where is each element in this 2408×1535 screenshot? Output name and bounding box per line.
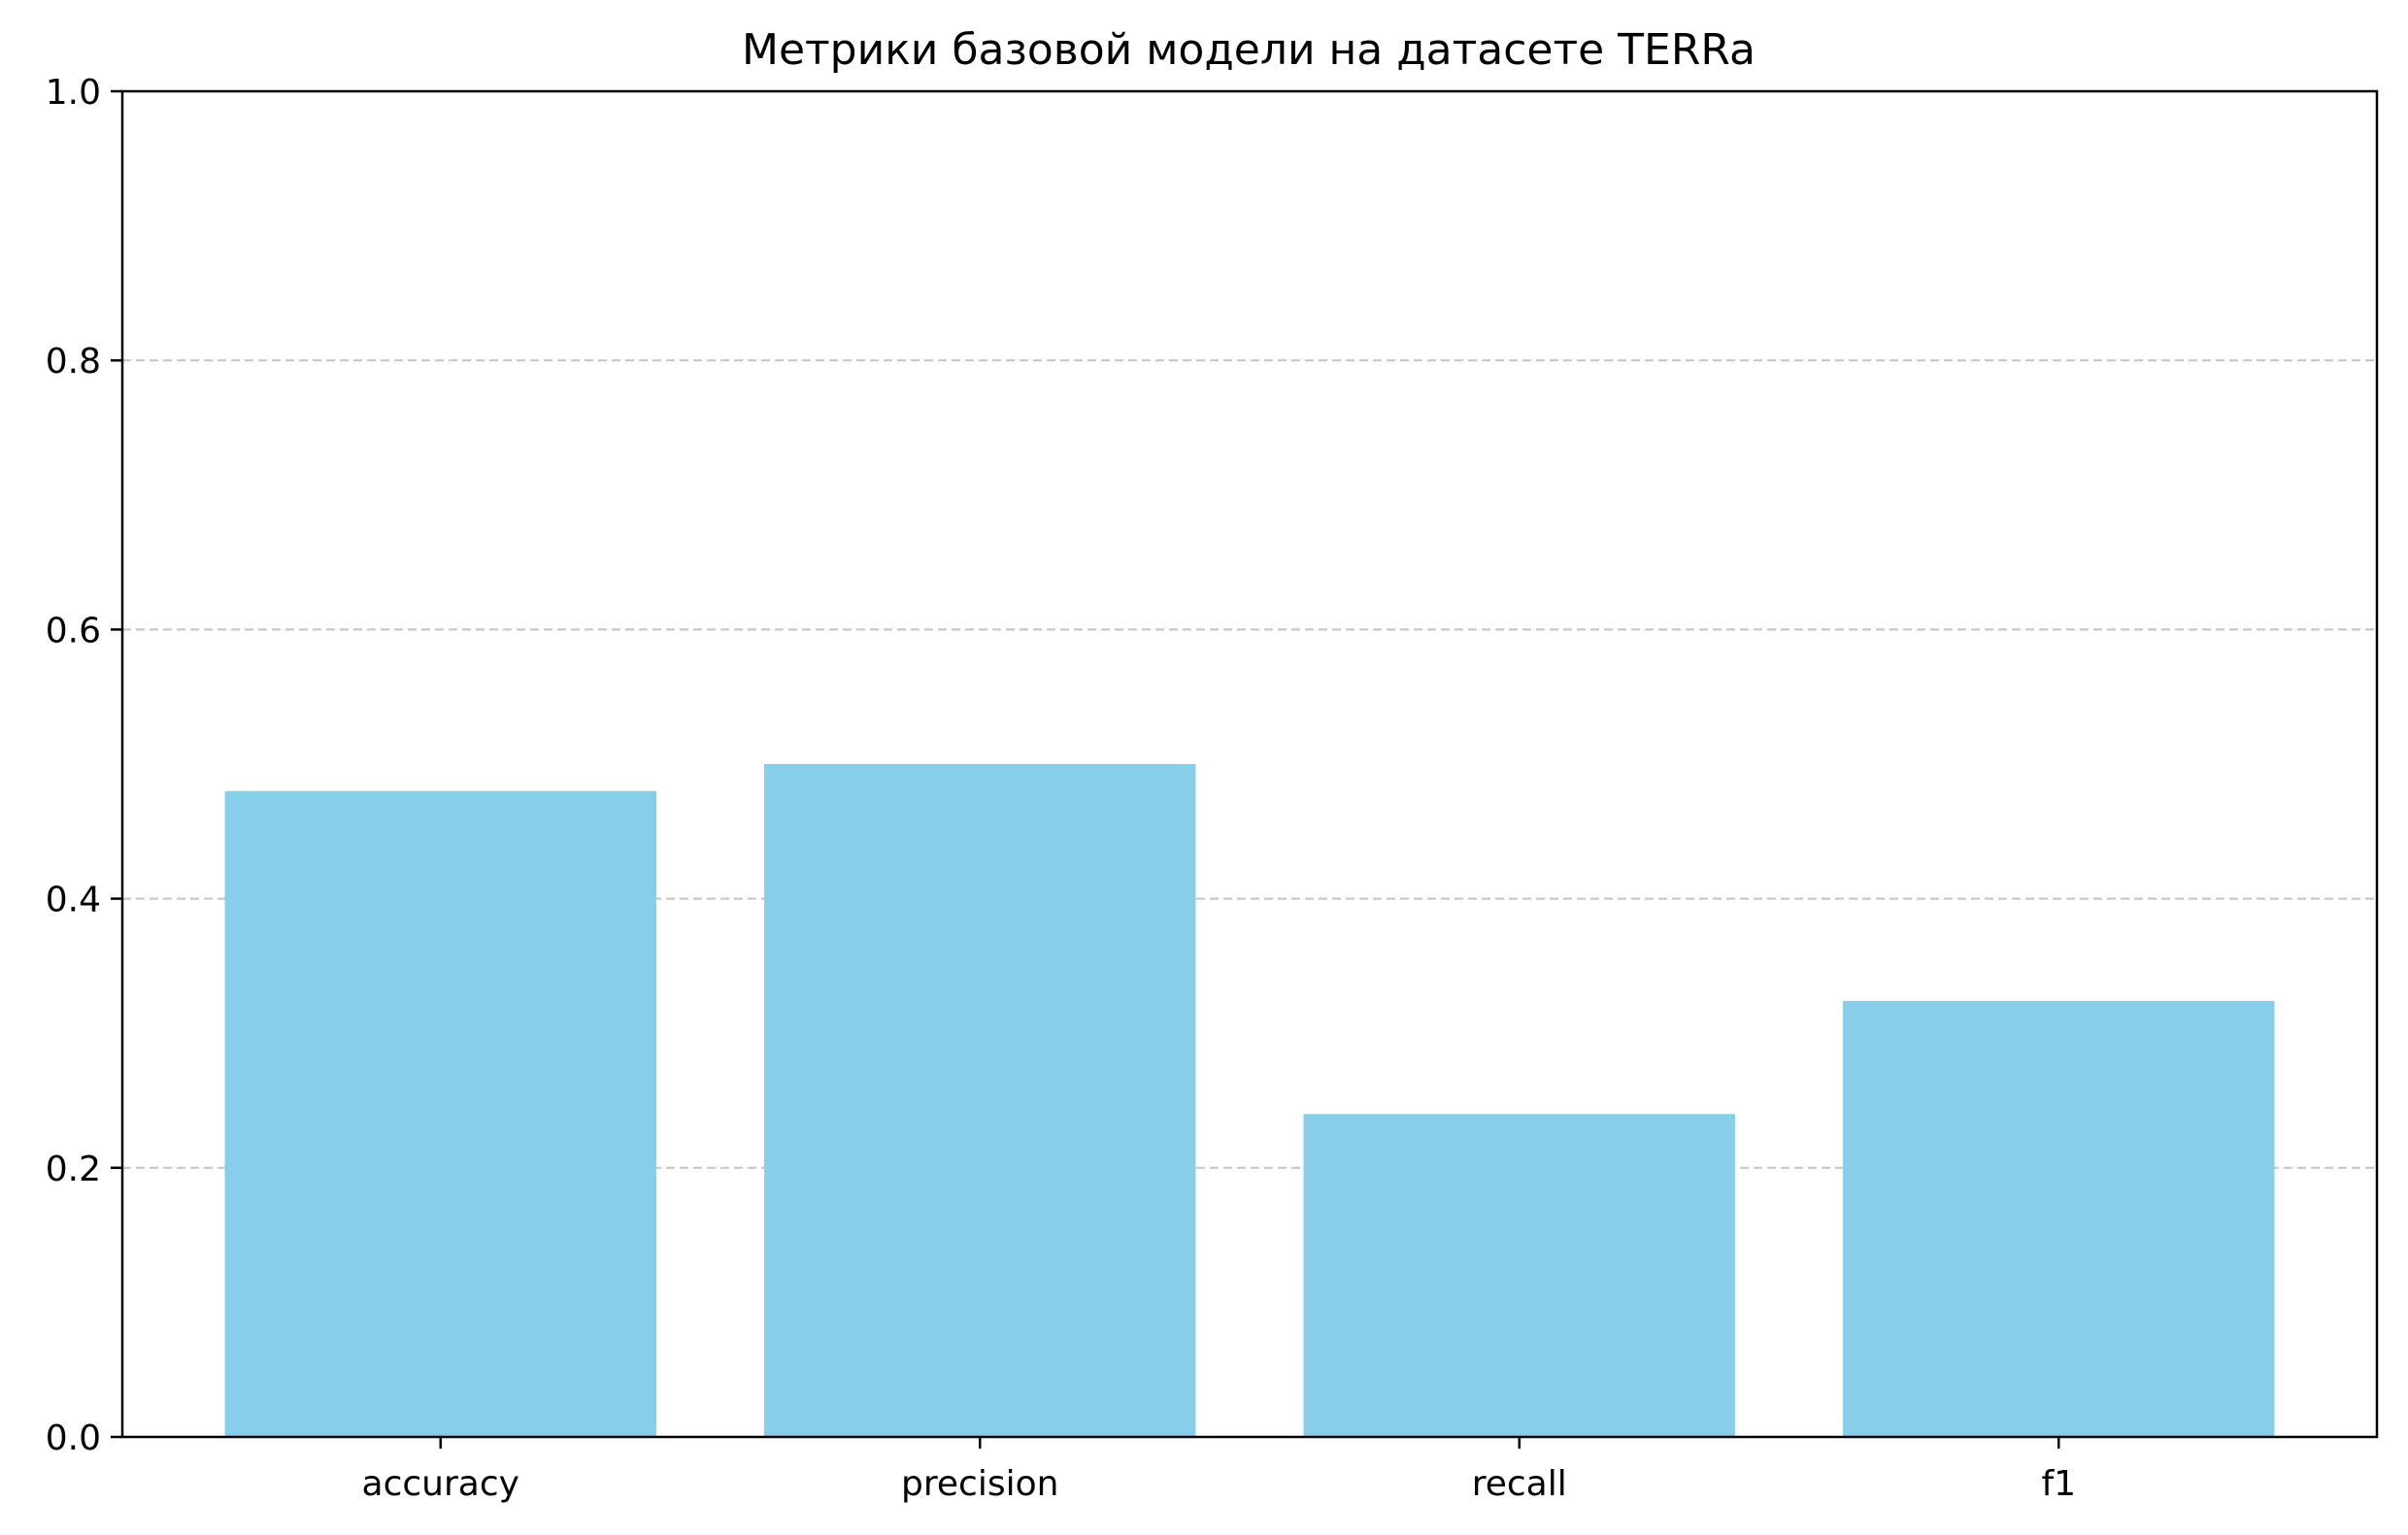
y-tick-label: 0.0 bbox=[46, 1418, 101, 1458]
bar-precision bbox=[764, 764, 1196, 1437]
y-tick-label: 0.6 bbox=[46, 611, 101, 651]
x-tick-label-precision: precision bbox=[901, 1464, 1058, 1504]
bar-recall bbox=[1303, 1114, 1735, 1437]
x-axis: accuracy precision recall f1 bbox=[362, 1437, 2076, 1504]
chart-title: Метрики базовой модели на датасете TERRa bbox=[742, 25, 1756, 75]
bar-accuracy bbox=[224, 790, 656, 1437]
x-tick-label-f1: f1 bbox=[2041, 1464, 2076, 1504]
y-tick-label: 0.2 bbox=[46, 1150, 101, 1189]
y-tick-label: 0.4 bbox=[46, 881, 101, 920]
y-tick-label: 0.8 bbox=[46, 342, 101, 382]
y-tick-label: 1.0 bbox=[46, 73, 101, 113]
bars bbox=[224, 764, 2275, 1437]
x-tick-label-recall: recall bbox=[1472, 1464, 1567, 1504]
plot-area-frame bbox=[120, 89, 2379, 1439]
y-axis: 0.0 0.2 0.4 0.6 0.8 1.0 bbox=[46, 73, 122, 1458]
x-tick-label-accuracy: accuracy bbox=[362, 1464, 519, 1504]
bar-f1 bbox=[1843, 1000, 2275, 1437]
